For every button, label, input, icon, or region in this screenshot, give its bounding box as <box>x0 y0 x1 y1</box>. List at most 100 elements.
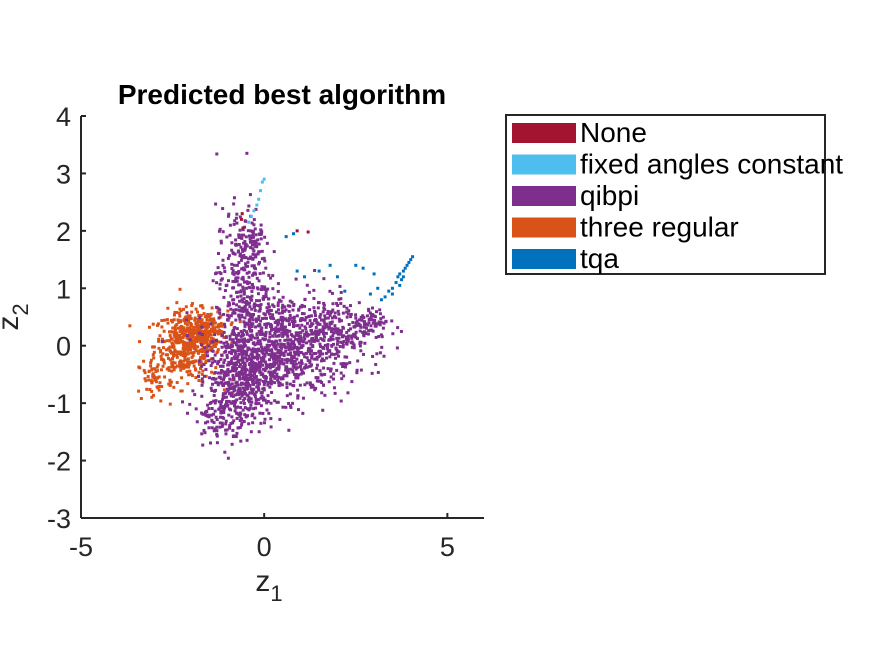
scatter-point <box>227 383 231 387</box>
scatter-point <box>271 274 275 278</box>
scatter-point <box>314 318 318 322</box>
scatter-point <box>264 337 268 341</box>
scatter-point <box>249 358 253 362</box>
scatter-point <box>194 376 198 380</box>
scatter-point <box>263 360 267 364</box>
scatter-point <box>322 318 326 322</box>
scatter-point <box>198 331 202 335</box>
scatter-point <box>211 322 215 326</box>
scatter-point <box>285 357 289 361</box>
scatter-point <box>215 429 219 433</box>
scatter-point <box>299 372 303 376</box>
scatter-point <box>275 319 279 323</box>
y-tick-label: -1 <box>47 389 71 419</box>
scatter-point <box>167 347 171 351</box>
scatter-point <box>220 364 224 368</box>
scatter-point <box>242 268 246 272</box>
scatter-point <box>199 355 203 359</box>
scatter-point <box>398 272 402 276</box>
scatter-point <box>248 377 252 381</box>
scatter-point <box>254 245 258 249</box>
scatter-point <box>258 411 262 415</box>
scatter-point <box>179 338 183 342</box>
scatter-point <box>263 322 267 326</box>
scatter-point <box>202 357 206 361</box>
scatter-point <box>258 342 262 346</box>
scatter-point <box>245 379 249 383</box>
scatter-point <box>245 377 249 381</box>
scatter-point <box>308 383 312 387</box>
scatter-point <box>202 350 206 354</box>
scatter-point <box>238 254 242 258</box>
scatter-point <box>319 349 323 353</box>
scatter-point <box>167 339 171 343</box>
scatter-point <box>157 388 161 392</box>
scatter-point <box>235 392 239 396</box>
scatter-point <box>350 345 354 349</box>
scatter-point <box>186 314 190 318</box>
scatter-point <box>364 331 368 335</box>
scatter-point <box>253 350 257 354</box>
scatter-point <box>170 361 174 365</box>
scatter-point <box>257 430 261 434</box>
scatter-point <box>240 212 244 216</box>
scatter-point <box>287 342 291 346</box>
scatter-point <box>240 350 244 354</box>
scatter-point <box>213 338 217 342</box>
scatter-point <box>272 341 276 345</box>
scatter-point <box>363 323 367 327</box>
scatter-point <box>241 226 245 230</box>
scatter-point <box>170 357 174 361</box>
scatter-point <box>278 338 282 342</box>
scatter-point <box>254 303 258 307</box>
scatter-point <box>337 336 341 340</box>
scatter-point <box>240 394 244 398</box>
scatter-point <box>254 233 258 237</box>
scatter-point <box>291 232 295 236</box>
scatter-point <box>228 369 232 373</box>
scatter-point <box>262 295 266 299</box>
scatter-point <box>332 342 336 346</box>
scatter-point <box>178 307 182 311</box>
scatter-point <box>314 325 318 329</box>
scatter-point <box>295 314 299 318</box>
scatter-point <box>256 336 260 340</box>
scatter-point <box>151 375 155 379</box>
scatter-point <box>280 383 284 387</box>
scatter-point <box>335 301 339 305</box>
scatter-point <box>409 258 413 262</box>
scatter-point <box>259 288 263 292</box>
scatter-point <box>250 294 254 298</box>
scatter-point <box>199 366 203 370</box>
scatter-point <box>303 318 307 322</box>
scatter-point <box>233 363 237 367</box>
scatter-point <box>286 304 290 308</box>
scatter-point <box>203 315 207 319</box>
scatter-point <box>249 397 253 401</box>
scatter-point <box>222 388 226 392</box>
scatter-point <box>233 357 237 361</box>
scatter-point <box>209 364 213 368</box>
scatter-point <box>339 301 343 305</box>
scatter-point <box>200 362 204 366</box>
scatter-point <box>201 306 205 310</box>
scatter-point <box>227 254 231 258</box>
scatter-point <box>269 353 273 357</box>
scatter-point <box>241 300 245 304</box>
scatter-point <box>264 351 268 355</box>
scatter-point <box>213 409 217 413</box>
scatter-point <box>222 330 226 334</box>
scatter-point <box>207 331 211 335</box>
scatter-point <box>178 326 182 330</box>
scatter-point <box>200 320 204 324</box>
scatter-point <box>315 357 319 361</box>
scatter-point <box>328 289 332 293</box>
scatter-point <box>273 376 277 380</box>
scatter-point <box>250 307 254 311</box>
scatter-point <box>186 341 190 345</box>
scatter-point <box>359 368 363 372</box>
scatter-point <box>374 310 378 314</box>
scatter-point <box>275 375 279 379</box>
scatter-point <box>226 363 230 367</box>
scatter-point <box>251 286 255 290</box>
